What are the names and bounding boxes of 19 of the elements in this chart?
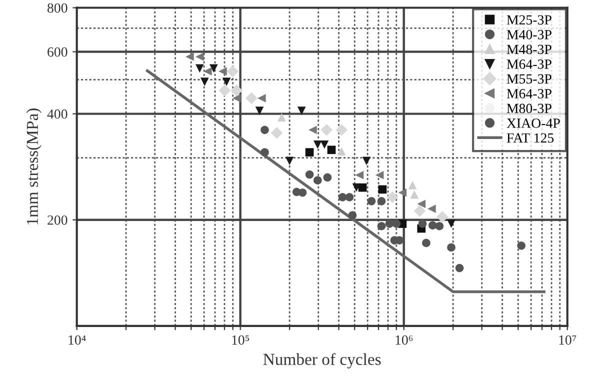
- x-tick-label: 10⁴: [68, 335, 86, 345]
- y-axis-title: 1mm stress(MPa): [26, 108, 42, 224]
- legend-label: M55-3P: [506, 74, 552, 84]
- x-tick-label: 10⁷: [559, 335, 576, 345]
- x-tick-label: 10⁶: [396, 335, 413, 345]
- y-tick-label: 200: [48, 215, 68, 225]
- legend-label: M80-3P: [506, 104, 552, 114]
- y-tick-label: 600: [48, 47, 68, 57]
- legend-label: XIAO-4P: [506, 118, 560, 128]
- x-axis-title: Number of cycles: [263, 353, 381, 368]
- x-tick-label: 10⁵: [232, 335, 250, 345]
- legend-label: M48-3P: [506, 44, 552, 54]
- legend-label: FAT 125: [506, 133, 554, 143]
- y-tick-label: 800: [48, 3, 68, 13]
- legend-label: M25-3P: [506, 15, 552, 25]
- y-tick-label: 400: [47, 109, 68, 119]
- legend-label: M64-3P: [506, 89, 552, 98]
- legend-label: M40-3P: [506, 30, 552, 40]
- legend-label: M64-3P: [506, 60, 552, 69]
